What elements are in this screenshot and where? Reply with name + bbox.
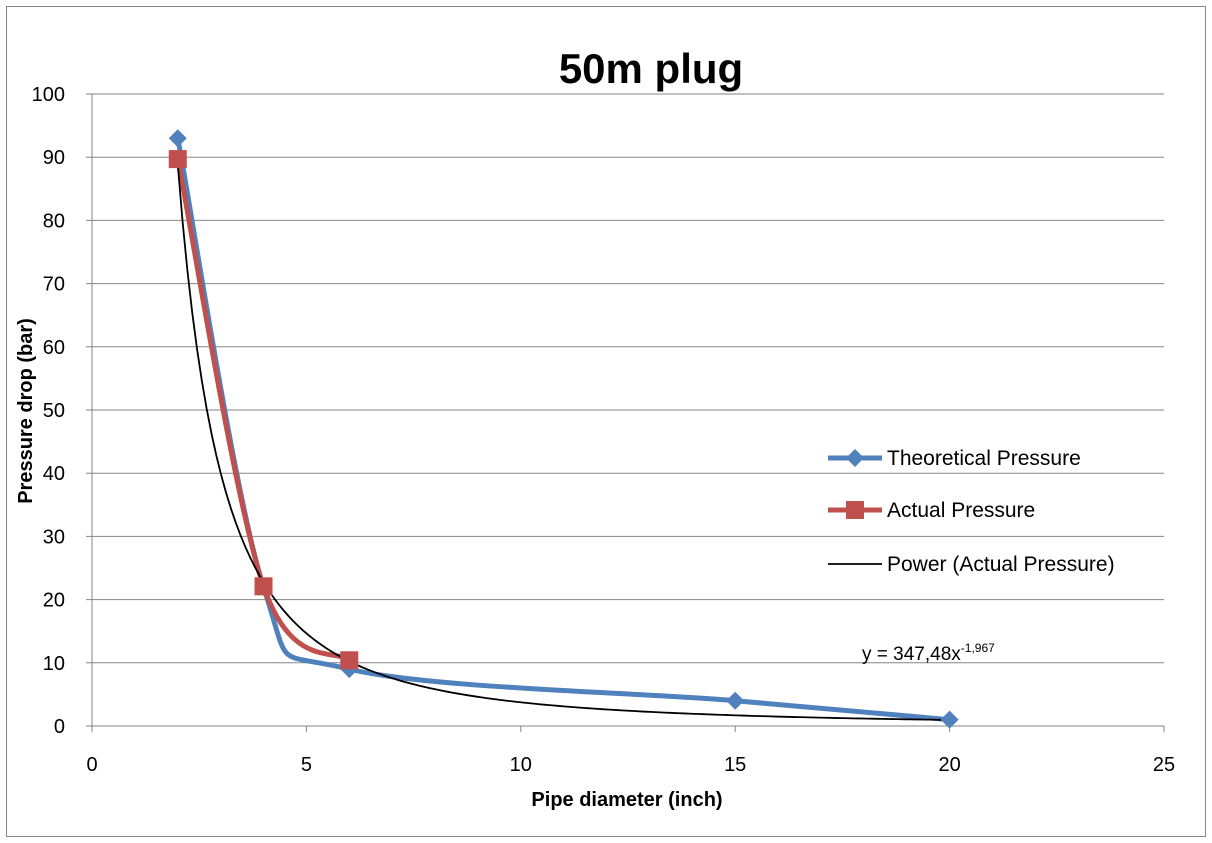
legend-power-label: Power (Actual Pressure) <box>887 553 1115 576</box>
legend-theoretical-marker <box>846 449 864 467</box>
legend-theoretical-label: Theoretical Pressure <box>887 447 1081 470</box>
axes <box>86 93 1165 732</box>
y-tick-label: 0 <box>54 716 65 738</box>
x-tick-label: 15 <box>724 754 746 776</box>
chart-frame <box>6 6 1206 837</box>
trendline-equation: y = 347,48x-1,967 <box>862 641 995 665</box>
chart-title: 50m plug <box>559 45 743 92</box>
series-layer <box>168 129 959 729</box>
actual-point <box>340 651 359 670</box>
y-tick-label: 80 <box>43 210 65 232</box>
y-tick-label: 60 <box>43 337 65 359</box>
x-tick-labels: 0 5 10 15 20 25 <box>86 754 1175 776</box>
series-actual-line <box>175 158 351 663</box>
theoretical-point <box>726 691 745 710</box>
series-theoretical-line <box>175 137 950 723</box>
y-axis-title: Pressure drop (bar) <box>15 318 37 504</box>
y-tick-labels: 0 10 20 30 40 50 60 70 80 90 100 <box>32 84 65 738</box>
legend-actual-label: Actual Pressure <box>887 499 1035 522</box>
actual-point <box>168 150 187 169</box>
x-tick-label: 20 <box>938 754 960 776</box>
trendline-equation-prefix: y = 347,48x <box>862 644 961 665</box>
y-tick-label: 50 <box>43 400 65 422</box>
legend: Theoretical Pressure Actual Pressure Power… <box>828 447 1115 576</box>
y-tick-label: 40 <box>43 463 65 485</box>
legend-actual-marker <box>846 501 864 519</box>
gridlines <box>92 93 1164 664</box>
theoretical-point <box>168 129 187 148</box>
trendline-equation-exponent: -1,967 <box>961 641 995 655</box>
actual-point <box>254 577 273 596</box>
y-tick-label: 100 <box>32 84 65 106</box>
theoretical-point <box>940 710 959 729</box>
series-power-trendline <box>176 164 950 721</box>
x-tick-label: 0 <box>86 754 97 776</box>
y-tick-label: 30 <box>43 526 65 548</box>
x-tick-label: 25 <box>1153 754 1175 776</box>
x-tick-label: 10 <box>510 754 532 776</box>
y-tick-label: 10 <box>43 653 65 675</box>
x-tick-label: 5 <box>301 754 312 776</box>
x-axis-title: Pipe diameter (inch) <box>531 789 722 811</box>
y-tick-label: 90 <box>43 147 65 169</box>
y-tick-label: 20 <box>43 590 65 612</box>
y-tick-label: 70 <box>43 274 65 296</box>
